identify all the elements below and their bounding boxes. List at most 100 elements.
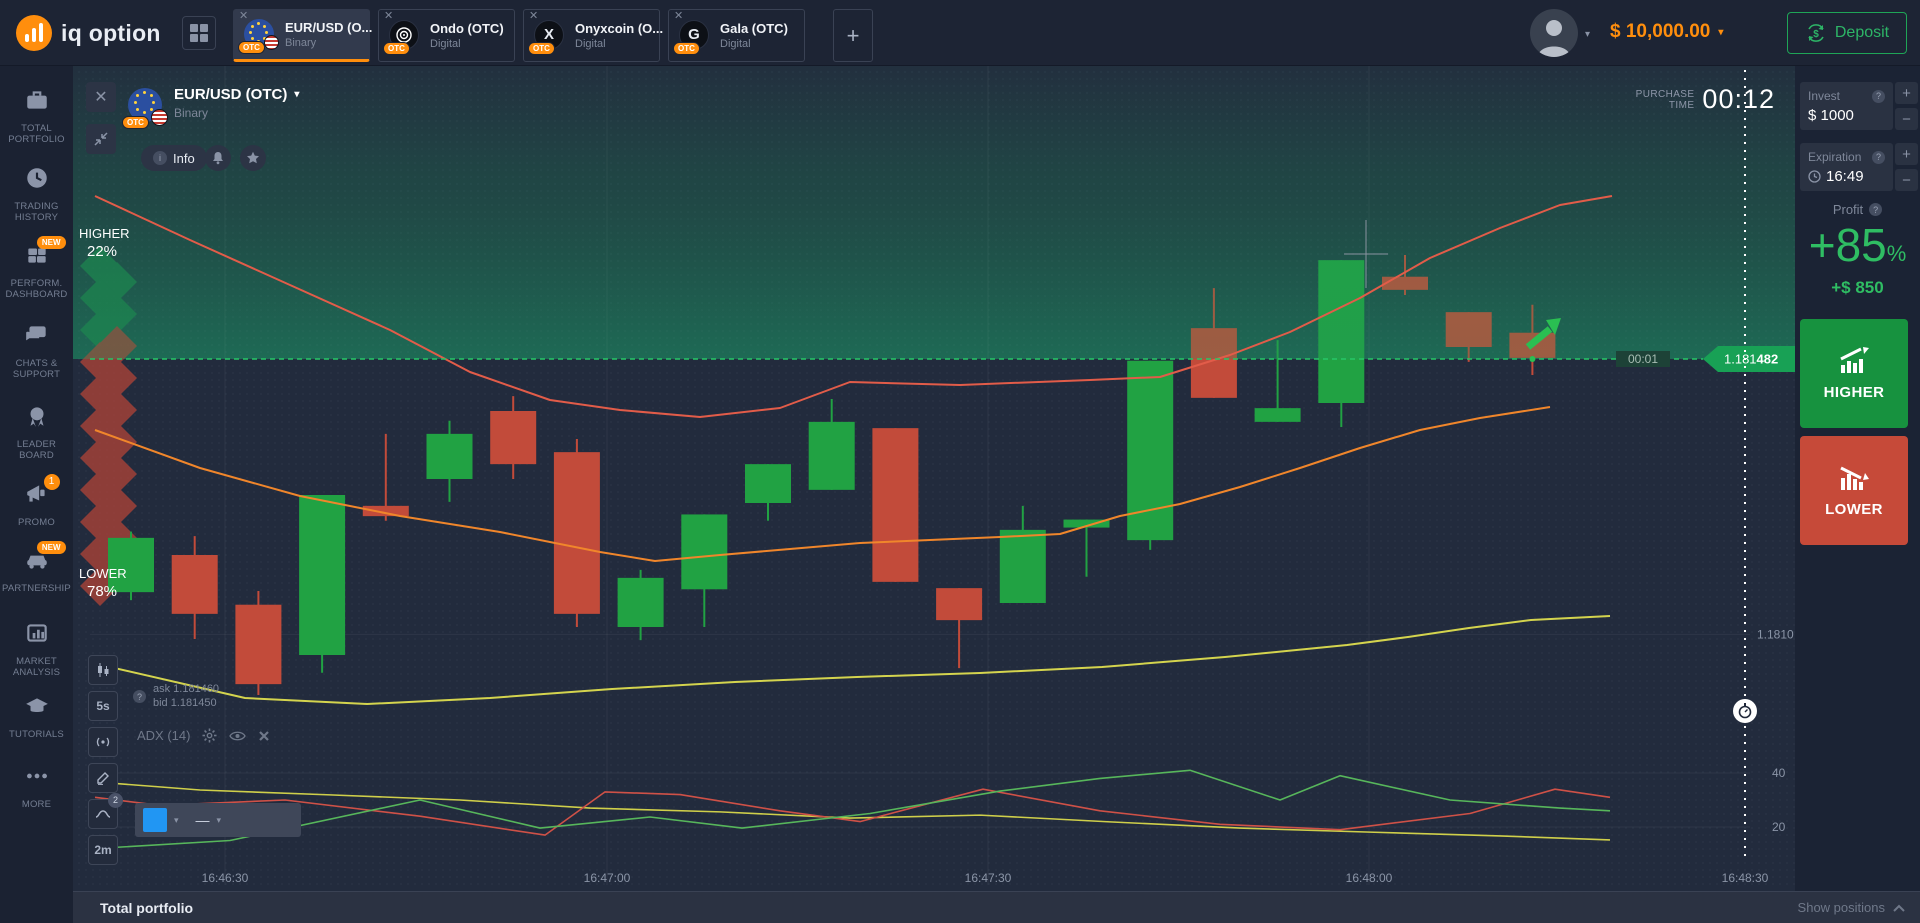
help-icon[interactable]: ? bbox=[1869, 203, 1883, 216]
close-tab-icon[interactable]: ✕ bbox=[384, 10, 394, 22]
info-button[interactable]: i Info bbox=[141, 145, 207, 171]
stopwatch-icon[interactable] bbox=[1733, 699, 1757, 723]
sidebar-item-trading-history[interactable]: TRADING HISTORY bbox=[0, 165, 73, 223]
briefcase-icon bbox=[24, 87, 50, 118]
signals-button[interactable] bbox=[88, 727, 118, 757]
close-tab-icon[interactable]: ✕ bbox=[529, 10, 539, 22]
lower-button[interactable]: LOWER bbox=[1800, 436, 1908, 545]
sentiment-lower: LOWER 78% bbox=[79, 566, 127, 600]
svg-text:20: 20 bbox=[1772, 820, 1786, 834]
tab-title: Ondo (OTC) bbox=[430, 21, 504, 36]
trend-down-icon bbox=[1840, 466, 1869, 490]
chevron-up-icon bbox=[1893, 904, 1905, 912]
deposit-button[interactable]: $ Deposit bbox=[1787, 12, 1907, 54]
collapse-icon bbox=[94, 132, 108, 146]
balance-dropdown[interactable]: $ 10,000.00 ▾ bbox=[1610, 21, 1723, 43]
axis-labels: 16:46:30 16:47:00 16:47:30 16:48:00 16:48:30… bbox=[202, 627, 1794, 885]
current-price-tag: 1.181482 bbox=[1703, 346, 1795, 372]
sidebar-item-promo[interactable]: 1 PROMO bbox=[0, 474, 73, 528]
asset-grid-button[interactable] bbox=[182, 16, 216, 50]
sidebar-item-leader-board[interactable]: LEADER BOARD bbox=[0, 403, 73, 461]
quote-help-icon[interactable]: ? bbox=[133, 690, 146, 703]
higher-win-zone bbox=[73, 66, 1795, 359]
adx_yellow-line bbox=[94, 781, 1611, 841]
pencil-icon bbox=[97, 772, 109, 785]
invest-increase-button[interactable]: + bbox=[1895, 82, 1918, 104]
expiration-field[interactable]: Expiration? 16:49 bbox=[1800, 143, 1893, 191]
price-chart[interactable]: 00:01 1.181482 16:46:30 16:47:00 16:47:30 16:… bbox=[73, 66, 1795, 891]
chart-type-button[interactable] bbox=[88, 655, 118, 685]
invest-field[interactable]: Invest? $ 1000 bbox=[1800, 82, 1893, 130]
bid-quote: bid 1.181450 bbox=[153, 697, 217, 709]
sidebar-item-more[interactable]: MORE bbox=[0, 763, 73, 810]
app-logo[interactable]: iq option bbox=[16, 15, 161, 51]
tab-onyxcoin[interactable]: ✕ X OTC Onyxcoin (O... Digital bbox=[523, 9, 663, 62]
svg-text:16:47:30: 16:47:30 bbox=[965, 871, 1012, 885]
candle bbox=[235, 604, 282, 685]
balance-amount: $ 10,000.00 bbox=[1610, 21, 1711, 42]
chevron-down-icon[interactable]: ▾ bbox=[216, 814, 222, 825]
expiration-label: Expiration bbox=[1808, 150, 1862, 164]
timeframe-5s-button[interactable]: 5s bbox=[88, 691, 118, 721]
higher-label: HIGHER bbox=[1823, 383, 1885, 401]
otc-badge: OTC bbox=[673, 41, 700, 55]
sidebar-item-tutorials[interactable]: TUTORIALS bbox=[0, 693, 73, 740]
sidebar-item-total-portfolio[interactable]: TOTAL PORTFOLIO bbox=[0, 87, 73, 145]
add-asset-button[interactable]: + bbox=[833, 9, 873, 62]
invest-decrease-button[interactable]: − bbox=[1895, 108, 1918, 130]
tab-gala[interactable]: ✕ G OTC Gala (OTC) Digital bbox=[668, 9, 805, 62]
tab-ondo[interactable]: ✕ OTC Ondo (OTC) Digital bbox=[378, 9, 515, 62]
candle bbox=[1254, 408, 1301, 422]
svg-text:16:46:30: 16:46:30 bbox=[202, 871, 249, 885]
line-style-preview[interactable]: — bbox=[195, 812, 210, 828]
chart-area[interactable]: 00:01 1.181482 16:46:30 16:47:00 16:47:30 16:… bbox=[73, 66, 1795, 891]
deposit-refresh-dollar-icon: $ bbox=[1808, 24, 1824, 42]
color-swatch[interactable] bbox=[143, 808, 167, 832]
help-icon[interactable]: ? bbox=[1872, 89, 1885, 103]
sidebar-item-label: MORE bbox=[21, 799, 52, 810]
dots-icon bbox=[24, 763, 50, 794]
alert-button[interactable] bbox=[205, 145, 231, 171]
ma_orange-line bbox=[94, 406, 1551, 562]
favorite-button[interactable] bbox=[240, 145, 266, 171]
help-icon[interactable]: ? bbox=[1872, 150, 1885, 164]
purchase-time: PURCHASE TIME 00:12 bbox=[1636, 84, 1775, 115]
expiration-decrease-button[interactable]: − bbox=[1895, 169, 1918, 191]
sidebar-item-partnership[interactable]: NEW PARTNERSHIP bbox=[0, 541, 73, 594]
candle bbox=[999, 529, 1046, 604]
higher-button[interactable]: HIGHER bbox=[1800, 319, 1908, 428]
collapse-chart-button[interactable] bbox=[86, 124, 116, 154]
expiration-increase-button[interactable]: + bbox=[1895, 143, 1918, 165]
candle bbox=[108, 537, 154, 593]
avatar[interactable] bbox=[1530, 9, 1578, 57]
chevron-down-icon[interactable]: ▾ bbox=[174, 814, 179, 825]
instrument-selector[interactable]: EUR/USD (OTC) ▾ Binary bbox=[174, 86, 299, 120]
sidebar-item-perform-dashboard[interactable]: NEW PERFORM. DASHBOARD bbox=[0, 236, 73, 300]
info-icon: i bbox=[153, 151, 167, 165]
dashboard-icon: NEW bbox=[24, 236, 66, 273]
timeframe-2m-button[interactable]: 2m bbox=[88, 835, 118, 865]
gear-icon[interactable] bbox=[202, 728, 217, 743]
close-tab-icon[interactable]: ✕ bbox=[674, 10, 684, 22]
remove-indicator-icon[interactable] bbox=[258, 730, 270, 742]
candlestick-icon bbox=[98, 663, 109, 677]
sidebar-item-market-analysis[interactable]: MARKET ANALYSIS bbox=[0, 620, 73, 678]
car-icon: NEW bbox=[24, 541, 66, 578]
close-tab-icon[interactable]: ✕ bbox=[239, 10, 249, 22]
eye-icon[interactable] bbox=[229, 730, 247, 742]
show-positions-toggle[interactable]: Show positions bbox=[1798, 900, 1905, 915]
candle bbox=[808, 421, 855, 490]
draw-button[interactable] bbox=[88, 763, 118, 793]
indicators-button[interactable]: 2 bbox=[88, 793, 123, 829]
total-portfolio-label[interactable]: Total portfolio bbox=[100, 899, 194, 916]
sidebar-item-chats-support[interactable]: CHATS & SUPPORT bbox=[0, 322, 73, 380]
candle bbox=[490, 411, 537, 465]
candle-countdown: 00:01 bbox=[1628, 352, 1658, 366]
adx-label: ADX (14) bbox=[137, 728, 191, 743]
close-chart-button[interactable]: ✕ bbox=[86, 82, 116, 112]
otc-badge: OTC bbox=[383, 41, 410, 55]
tab-eurusd[interactable]: ✕ OTC EUR/USD (O... Binary bbox=[233, 9, 372, 62]
otc-badge: OTC bbox=[528, 41, 555, 55]
avatar-caret-icon[interactable]: ▾ bbox=[1585, 29, 1591, 40]
